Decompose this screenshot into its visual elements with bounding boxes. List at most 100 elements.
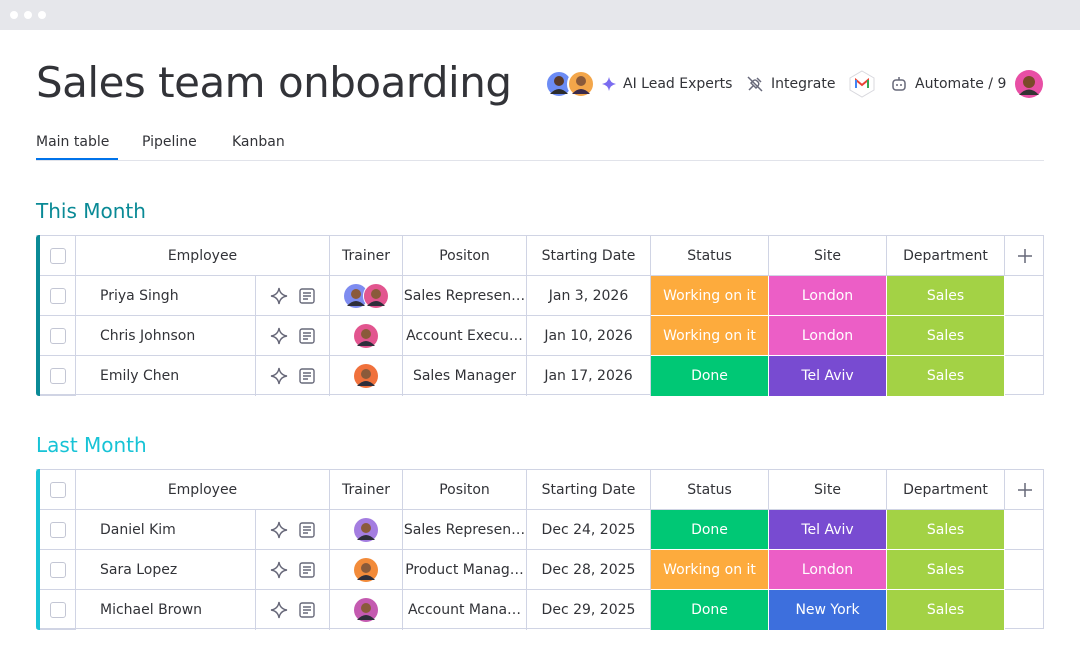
details-button[interactable] bbox=[298, 367, 316, 385]
tab[interactable]: Main table bbox=[36, 134, 110, 150]
site-label[interactable]: Tel Aviv bbox=[769, 356, 887, 396]
position: Account Execu… bbox=[403, 316, 527, 356]
department-label[interactable]: Sales bbox=[887, 316, 1005, 356]
status-label[interactable]: Done bbox=[651, 510, 769, 550]
sparkle-button[interactable] bbox=[270, 601, 288, 619]
group-table: Employee Trainer Positon Starting Date Statu… bbox=[36, 235, 1044, 396]
checkbox-cell bbox=[40, 510, 76, 550]
trainer-cell bbox=[330, 550, 403, 590]
checkbox[interactable] bbox=[49, 247, 66, 264]
column-header: Department bbox=[887, 470, 1005, 510]
trainer-avatar bbox=[363, 282, 389, 309]
action-label: AI Lead Experts bbox=[623, 76, 733, 92]
position: Sales Manager bbox=[403, 356, 527, 396]
tab[interactable]: Pipeline bbox=[142, 134, 197, 150]
checkbox[interactable] bbox=[49, 601, 66, 618]
automate[interactable]: Automate / 9 bbox=[890, 74, 1006, 94]
status-label[interactable]: Working on it bbox=[651, 550, 769, 590]
integrate[interactable]: Integrate bbox=[746, 70, 876, 98]
checkbox[interactable] bbox=[49, 287, 66, 304]
trainer-avatar bbox=[353, 597, 379, 623]
site-label[interactable]: Tel Aviv bbox=[769, 510, 887, 550]
sparkle-button[interactable] bbox=[270, 561, 288, 579]
position: Sales Represen… bbox=[403, 276, 527, 316]
trainer-avatar bbox=[353, 556, 379, 583]
row-icons bbox=[256, 590, 330, 630]
employee-name: Michael Brown bbox=[76, 590, 256, 630]
details-button[interactable] bbox=[298, 521, 316, 539]
site-label[interactable]: London bbox=[769, 550, 887, 590]
checkbox[interactable] bbox=[49, 367, 66, 384]
checkbox[interactable] bbox=[49, 327, 66, 344]
starting-date: Dec 29, 2025 bbox=[527, 590, 651, 630]
column-header: Status bbox=[651, 236, 769, 276]
row-icons bbox=[256, 316, 330, 356]
checkbox-cell bbox=[40, 316, 76, 356]
ai-lead-experts[interactable]: AI Lead Experts bbox=[602, 74, 732, 94]
starting-date: Jan 17, 2026 bbox=[527, 356, 651, 396]
members-avatars bbox=[545, 70, 595, 98]
checkbox[interactable] bbox=[49, 561, 66, 578]
details-button[interactable] bbox=[298, 601, 316, 619]
row-icons bbox=[256, 510, 330, 550]
site-label[interactable]: London bbox=[769, 316, 887, 356]
column-header: Employee bbox=[76, 236, 330, 276]
site-label[interactable]: New York bbox=[769, 590, 887, 630]
status-label[interactable]: Working on it bbox=[651, 316, 769, 356]
column-header: Department bbox=[887, 236, 1005, 276]
employee-name: Priya Singh bbox=[76, 276, 256, 316]
trainer-cell bbox=[330, 356, 403, 396]
checkbox-cell bbox=[40, 276, 76, 316]
details-button[interactable] bbox=[298, 287, 316, 305]
trainer-avatar bbox=[353, 322, 379, 349]
details-button[interactable] bbox=[298, 561, 316, 579]
site-label[interactable]: London bbox=[769, 276, 887, 316]
starting-date: Jan 3, 2026 bbox=[527, 276, 651, 316]
window-bar bbox=[0, 0, 1080, 30]
empty-cell bbox=[1005, 276, 1044, 316]
position: Product Manag… bbox=[403, 550, 527, 590]
sparkle-button[interactable] bbox=[270, 327, 288, 345]
department-label[interactable]: Sales bbox=[887, 356, 1005, 396]
row-icons bbox=[256, 550, 330, 590]
add-column[interactable] bbox=[1005, 236, 1044, 276]
column-header: Trainer bbox=[330, 470, 403, 510]
action-label: Integrate bbox=[771, 76, 836, 92]
user-avatar[interactable] bbox=[1014, 69, 1044, 99]
window-dot bbox=[38, 11, 46, 19]
gmail-icon bbox=[849, 70, 875, 98]
sparkle-button[interactable] bbox=[270, 287, 288, 305]
column-header: Starting Date bbox=[527, 236, 651, 276]
checkbox[interactable] bbox=[49, 481, 66, 498]
department-label[interactable]: Sales bbox=[887, 550, 1005, 590]
column-header: Status bbox=[651, 470, 769, 510]
checkbox-cell bbox=[40, 236, 76, 276]
column-header: Employee bbox=[76, 470, 330, 510]
department-label[interactable]: Sales bbox=[887, 276, 1005, 316]
sparkle-button[interactable] bbox=[270, 521, 288, 539]
row-icons bbox=[256, 356, 330, 396]
column-header: Positon bbox=[403, 236, 527, 276]
sparkle-button[interactable] bbox=[270, 367, 288, 385]
department-label[interactable]: Sales bbox=[887, 510, 1005, 550]
employee-name: Emily Chen bbox=[76, 356, 256, 396]
employee-name: Daniel Kim bbox=[76, 510, 256, 550]
plug-icon bbox=[747, 76, 763, 92]
sparkle-icon bbox=[602, 77, 616, 91]
details-button[interactable] bbox=[298, 327, 316, 345]
trainer-cell bbox=[330, 276, 403, 316]
trainer-avatar bbox=[353, 516, 379, 543]
add-column[interactable] bbox=[1005, 470, 1044, 510]
position: Account Mana… bbox=[403, 590, 527, 630]
checkbox-cell bbox=[40, 356, 76, 396]
group-title: Last Month bbox=[36, 433, 147, 457]
trainer-avatar bbox=[353, 363, 379, 389]
status-label[interactable]: Done bbox=[651, 356, 769, 396]
trainer-cell bbox=[330, 590, 403, 630]
status-label[interactable]: Done bbox=[651, 590, 769, 630]
department-label[interactable]: Sales bbox=[887, 590, 1005, 630]
checkbox-cell bbox=[40, 590, 76, 630]
status-label[interactable]: Working on it bbox=[651, 276, 769, 316]
tab[interactable]: Kanban bbox=[232, 134, 285, 150]
checkbox[interactable] bbox=[49, 521, 66, 538]
